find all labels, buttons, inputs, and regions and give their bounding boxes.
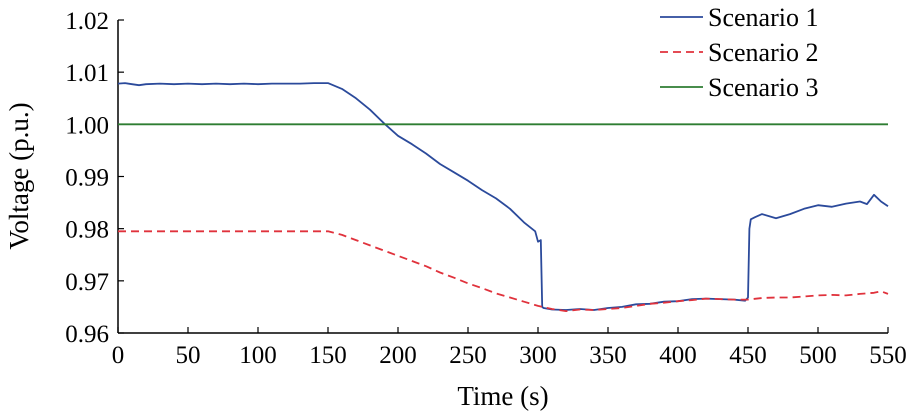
x-tick-label: 450 (729, 342, 767, 369)
x-tick-label: 550 (869, 342, 907, 369)
series-line-2 (118, 230, 889, 313)
x-tick-label: 150 (309, 342, 347, 369)
series-layer (117, 82, 889, 313)
y-tick-label: 0.99 (65, 165, 109, 192)
x-tick-label: 300 (519, 342, 557, 369)
x-tick-label: 500 (799, 342, 837, 369)
x-tick-label: 200 (379, 342, 417, 369)
legend-label-3: Scenario 3 (708, 73, 818, 102)
y-tick-label: 0.96 (65, 321, 109, 348)
y-axis-ticks: 0.96 0.97 0.98 0.99 1.00 1.01 1.02 (65, 8, 124, 348)
y-tick-label: 0.98 (65, 217, 109, 244)
x-axis-title: Time (s) (457, 381, 548, 411)
y-tick-label: 0.97 (65, 269, 109, 296)
x-tick-label: 250 (449, 342, 487, 369)
y-axis-title: Voltage (p.u.) (4, 102, 34, 249)
y-tick-label: 1.00 (65, 112, 109, 139)
y-tick-label: 1.02 (65, 8, 109, 35)
x-tick-label: 100 (239, 342, 277, 369)
y-tick-label: 1.01 (65, 60, 109, 87)
x-tick-label: 50 (176, 342, 201, 369)
x-tick-label: 350 (589, 342, 627, 369)
series-line-1 (117, 82, 889, 311)
x-tick-label: 0 (112, 342, 125, 369)
x-tick-label: 400 (659, 342, 697, 369)
x-axis-ticks: 0 50 100 150 200 250 300 350 400 450 500 550 (112, 327, 907, 369)
legend-label-2: Scenario 2 (708, 38, 818, 67)
legend: Scenario 1 Scenario 2 Scenario 3 (660, 3, 818, 102)
legend-label-1: Scenario 1 (708, 3, 818, 32)
